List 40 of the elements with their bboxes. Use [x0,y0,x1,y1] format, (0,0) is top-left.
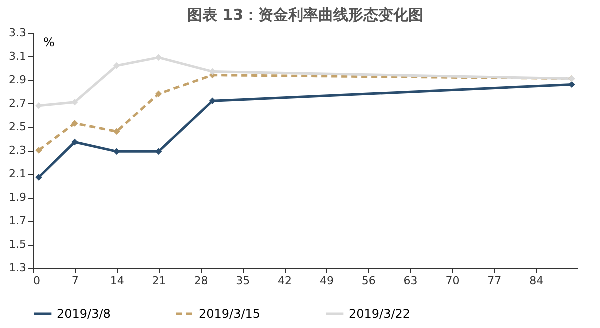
x-tick-label: 28 [194,274,208,288]
y-tick-label: 2.9 [9,74,26,86]
legend-label: 2019/3/15 [199,307,261,321]
y-tick-label: 1.7 [9,214,26,228]
x-tick-label: 42 [278,274,292,288]
y-tick-label: 1.3 [9,262,26,274]
chart-title: 图表 13：资金利率曲线形态变化图 [187,6,424,24]
x-tick-label: 0 [34,274,40,288]
x-tick-label: 35 [236,274,250,288]
x-tick-label: 63 [404,274,418,288]
x-tick-label: 21 [152,274,166,288]
x-tick-label: 14 [110,274,124,288]
y-tick-label: 1.5 [9,238,26,251]
y-axis-title: % [44,36,55,50]
y-tick-label: 2.1 [9,168,26,180]
point [72,120,78,127]
point [113,128,120,136]
point [155,54,162,62]
point [72,98,78,106]
x-tick-label: 77 [488,274,502,288]
x-tick-label: 56 [362,274,376,288]
y-tick-label: 3.3 [9,26,26,40]
point [36,174,42,181]
point [155,90,162,98]
point [113,62,120,70]
y-tick-label: 1.9 [9,191,26,204]
legend-label: 2019/3/8 [57,307,111,321]
y-tick-label: 3.1 [9,50,26,63]
y-tick-label: 2.3 [9,144,26,157]
y-tick-label: 2.5 [9,120,26,134]
y-tick-label: 2.7 [9,97,26,110]
point [568,81,576,88]
x-tick-label: 70 [446,274,460,288]
point [72,138,78,146]
x-tick-label: 84 [530,274,544,288]
point [113,148,120,156]
x-tick-label: 49 [320,274,334,288]
x-tick-label: 7 [72,274,79,288]
point [36,147,42,154]
legend-label: 2019/3/22 [349,307,411,321]
